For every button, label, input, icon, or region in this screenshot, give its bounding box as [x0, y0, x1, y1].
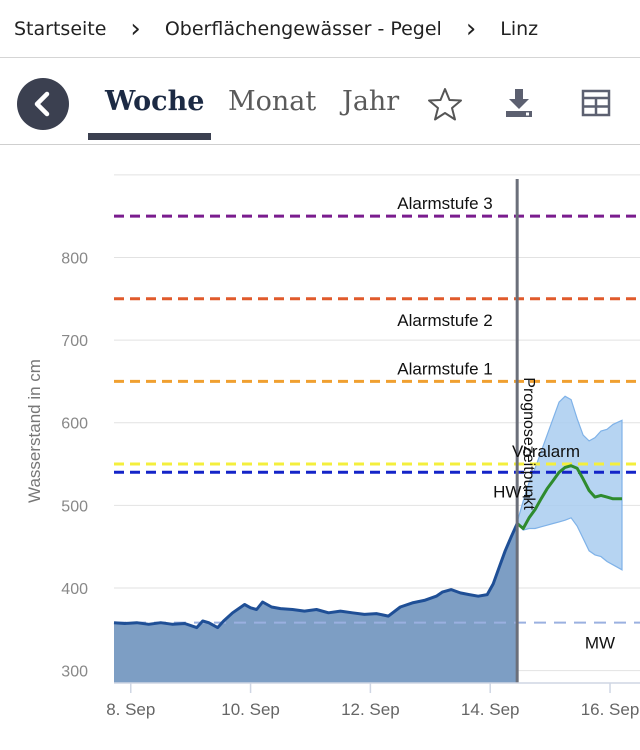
axis-layer: 300 400 500 600 700 800 8. Sep 10. Sep 12. Sep 14…: [61, 250, 640, 719]
tab-woche[interactable]: Woche: [105, 86, 205, 117]
observed-area: [114, 523, 518, 683]
observed-series-line: [113, 522, 519, 630]
x-tick-label: 10. Sep: [221, 700, 280, 719]
y-tick-label-700: 700: [61, 333, 88, 350]
tab-bar: Woche Monat Jahr: [0, 58, 640, 145]
x-tick-label: 8. Sep: [106, 700, 155, 719]
breadcrumb-item-linz[interactable]: Linz: [500, 17, 539, 40]
water-level-chart: Prognosezeitpunkt Alarmstufe 3 Alarmstufe …: [25, 174, 640, 719]
forecast-series-line: [516, 464, 622, 530]
active-tab-indicator: [88, 133, 211, 140]
y-tick-label-300: 300: [61, 664, 88, 681]
chevron-right-icon: ›: [465, 13, 477, 44]
download-icon[interactable]: [502, 86, 536, 120]
observed-area-layer: [114, 523, 518, 683]
threshold-label-voralarm: Voralarm: [512, 442, 580, 461]
threshold-label-alarmstufe-3: Alarmstufe 3: [397, 194, 492, 213]
x-tick-label: 16. Sep: [581, 700, 640, 719]
chevron-left-icon: [34, 91, 50, 117]
forecast-band-layer: [516, 395, 623, 571]
y-tick-label-500: 500: [61, 498, 88, 515]
forecast-time-label: Prognosezeitpunkt: [520, 377, 537, 510]
back-button[interactable]: [17, 78, 69, 130]
threshold-label-hw1: HW1: [493, 482, 531, 501]
tab-jahr[interactable]: Jahr: [342, 86, 400, 117]
grid-icon[interactable]: [580, 86, 612, 120]
x-tick-label: 12. Sep: [341, 700, 400, 719]
threshold-label-alarmstufe-2: Alarmstufe 2: [397, 311, 492, 330]
forecast-uncertainty-band: [516, 395, 623, 571]
x-tick-label: 14. Sep: [461, 700, 520, 719]
y-axis-label: Wasserstand in cm: [25, 359, 44, 503]
breadcrumb-item-surface-water[interactable]: Oberflächengewässer - Pegel: [164, 17, 442, 40]
threshold-label-alarmstufe-1: Alarmstufe 1: [397, 359, 492, 378]
chevron-right-icon: ›: [130, 13, 141, 44]
threshold-label-mw: MW: [585, 634, 615, 653]
y-tick-label-600: 600: [61, 416, 88, 433]
tab-monat[interactable]: Monat: [228, 86, 317, 117]
breadcrumb-item-home[interactable]: Startseite: [14, 17, 107, 40]
series-line-layer: [113, 464, 622, 630]
breadcrumb: Startseite › Oberflächengewässer - Pegel…: [0, 0, 640, 58]
y-tick-label-400: 400: [61, 581, 88, 598]
label-layer: Prognosezeitpunkt Alarmstufe 3 Alarmstufe …: [397, 194, 615, 653]
y-tick-label-800: 800: [61, 250, 88, 267]
star-icon[interactable]: [426, 86, 464, 124]
